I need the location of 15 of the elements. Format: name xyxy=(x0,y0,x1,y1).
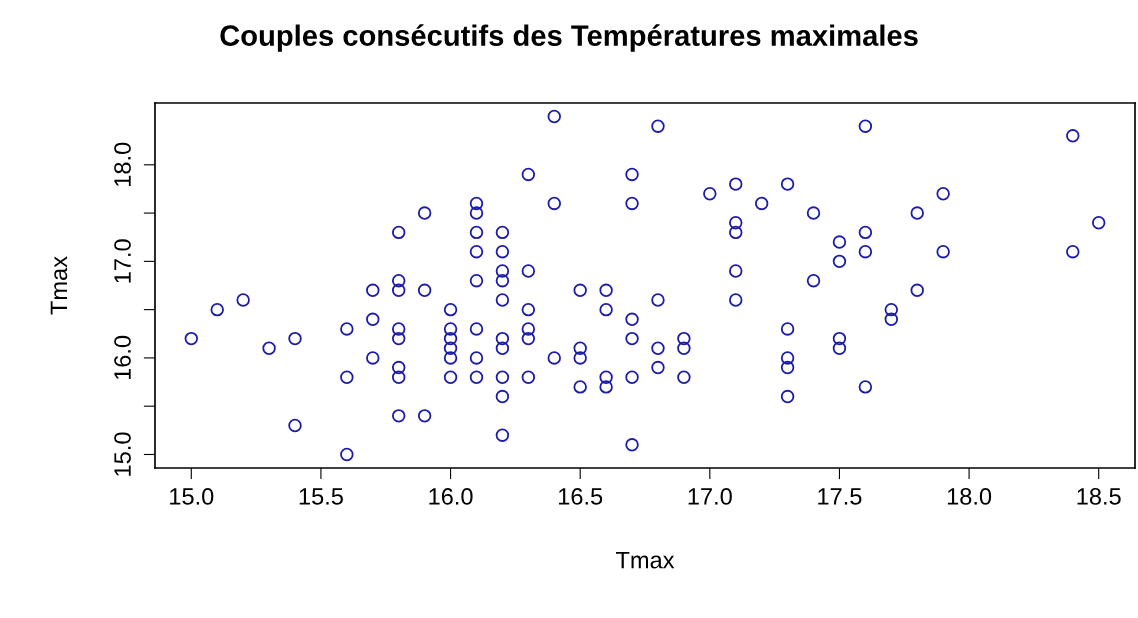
x-tick-label: 16.5 xyxy=(559,488,603,505)
x-tick-label: 17.5 xyxy=(818,488,862,505)
x-tick-label: 18.5 xyxy=(1077,488,1121,505)
x-tick-label: 17.0 xyxy=(688,488,732,505)
y-tick-label: 17.0 xyxy=(114,239,131,283)
y-tick-label: 15.0 xyxy=(114,432,131,476)
y-tick-label: 18.0 xyxy=(114,142,131,186)
x-axis-title: Tmax xyxy=(616,551,675,569)
x-tick-label: 15.0 xyxy=(170,488,214,505)
x-tick-label: 16.0 xyxy=(429,488,473,505)
chart-title: Couples consécutifs des Températures maximales xyxy=(220,24,918,52)
x-tick-label: 15.5 xyxy=(299,488,343,505)
y-tick-label: 16.0 xyxy=(114,335,131,380)
y-axis-title: Tmax xyxy=(50,256,68,315)
x-tick-label: 18.0 xyxy=(947,488,992,505)
